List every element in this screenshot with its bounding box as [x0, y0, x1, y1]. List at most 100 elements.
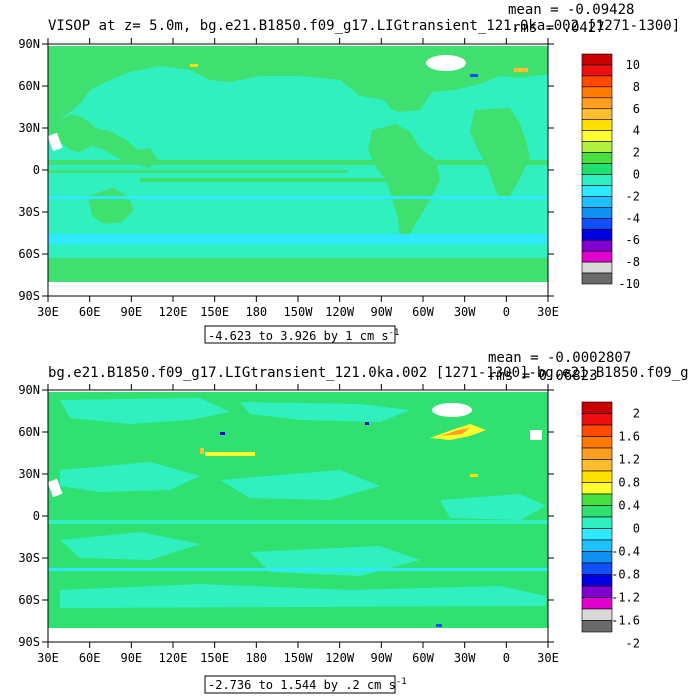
y-tick-label: 90N	[18, 37, 40, 51]
patch	[60, 532, 200, 560]
colorbar-swatch	[581, 424, 613, 437]
y-tick-label: 0	[33, 163, 40, 177]
colorbar-swatch	[581, 528, 613, 541]
x-tick-label: 30W	[454, 305, 476, 319]
x-tick-label: 150W	[284, 305, 314, 319]
colorbar-swatch	[581, 505, 613, 518]
colorbar-label: -1.2	[611, 591, 640, 605]
x-tick-label: 120W	[325, 651, 355, 665]
x-tick-label: 30E	[537, 305, 559, 319]
patch	[60, 584, 546, 608]
map-area	[47, 44, 548, 296]
colorbar-swatch	[581, 447, 613, 460]
y-tick-label: 30N	[18, 467, 40, 481]
colorbar-label: 0	[633, 167, 640, 181]
x-tick-label: 60E	[79, 305, 101, 319]
x-tick-label: 90E	[120, 651, 142, 665]
y-axis: 90N 60N 30N 0 30S 60S 90S	[18, 383, 554, 649]
rms-label: rms = .0427	[512, 20, 605, 36]
colorbar-swatch	[581, 539, 613, 552]
x-tick-label: 0	[503, 651, 510, 665]
colorbar-label: -2	[626, 189, 640, 203]
colorbar-label: 0.4	[618, 499, 640, 513]
colorbar-label: 2	[633, 146, 640, 160]
colorbar-swatch	[581, 620, 613, 633]
colorbar: 2 1.6 1.2 0.8 0.4 0 -0.4 -0.8 -1.2 -1.6 -2	[581, 401, 640, 651]
colorbar-swatch	[581, 108, 613, 121]
range-note: -2.736 to 1.544 by .2 cm s-1	[208, 677, 407, 692]
x-tick-label: 60W	[412, 305, 434, 319]
colorbar-swatch	[581, 130, 613, 142]
greenland-gap	[432, 403, 472, 417]
colorbar-label: -8	[626, 255, 640, 269]
colorbar-label: 4	[633, 124, 640, 138]
y-tick-label: 30S	[18, 551, 40, 565]
land-africa	[470, 108, 530, 200]
colorbar-swatch	[581, 551, 613, 564]
colorbar-swatch	[581, 516, 613, 529]
colorbar-label: -1.6	[611, 614, 640, 628]
patch	[440, 494, 546, 520]
colorbar-label: -0.4	[611, 545, 640, 559]
x-tick-label: 150E	[200, 651, 229, 665]
colorbar-swatch	[581, 152, 613, 164]
colorbar-swatch	[581, 239, 613, 252]
map-area	[47, 390, 548, 642]
patch	[60, 398, 230, 424]
colorbar-label: 1.2	[618, 453, 640, 467]
x-tick-label: 120E	[159, 651, 188, 665]
colorbar-swatch	[581, 174, 613, 186]
x-axis: 30E 60E 90E 120E 150E 180 150W 120W 90W 60W 30W 0 30…	[37, 38, 559, 319]
x-tick-label: 60W	[412, 651, 434, 665]
colorbar-swatch	[581, 585, 613, 598]
colorbar-swatch	[581, 75, 613, 88]
colorbar-swatch	[581, 64, 613, 77]
land-antarctica	[48, 258, 548, 282]
x-tick-label: 30E	[537, 651, 559, 665]
land-asia	[48, 114, 158, 168]
x-tick-label: 180	[245, 651, 267, 665]
colorbar-swatch	[581, 608, 613, 621]
y-tick-label: 60N	[18, 425, 40, 439]
colorbar-label: 0.8	[618, 476, 640, 490]
x-tick-label: 30W	[454, 651, 476, 665]
colorbar-swatch	[581, 459, 613, 472]
rms-label: rms = 0.06823	[488, 368, 598, 384]
y-tick-label: 30N	[18, 121, 40, 135]
colorbar-label: -2	[626, 637, 640, 651]
panel-top: VISOP at z= 5.0m, bg.e21.B1850.f09_g17.L…	[18, 2, 680, 344]
y-tick-label: 30S	[18, 205, 40, 219]
colorbar-label: 1.6	[618, 430, 640, 444]
colorbar-label: 6	[633, 102, 640, 116]
colorbar-swatch	[581, 163, 613, 175]
colorbar-label: -10	[618, 277, 640, 291]
panel-bottom: bg.e21.B1850.f09_g17.LIGtransient_121.0k…	[18, 350, 689, 694]
patch	[60, 462, 200, 492]
colorbar-swatch	[581, 185, 613, 197]
colorbar-swatch	[581, 436, 613, 449]
range-box	[204, 675, 396, 694]
x-tick-label: 90E	[120, 305, 142, 319]
land-eurasia	[48, 46, 548, 124]
x-tick-label: 0	[503, 305, 510, 319]
range-box	[204, 325, 396, 344]
colorbar-swatch	[581, 53, 613, 66]
y-tick-label: 60S	[18, 247, 40, 261]
colorbar-swatch	[581, 97, 613, 110]
x-tick-label: 150E	[200, 305, 229, 319]
colorbar-swatch	[581, 493, 613, 506]
colorbar-swatch	[581, 272, 613, 285]
y-tick-label: 60S	[18, 593, 40, 607]
y-tick-label: 0	[33, 509, 40, 523]
colorbar-swatch	[581, 562, 613, 575]
x-tick-label: 180	[245, 305, 267, 319]
colorbar-swatch	[581, 86, 613, 99]
colorbar-swatch	[581, 250, 613, 263]
x-tick-label: 150W	[284, 651, 314, 665]
colorbar-swatch	[581, 574, 613, 587]
range-note: -4.623 to 3.926 by 1 cm s-1	[208, 328, 399, 343]
colorbar-swatch	[581, 597, 613, 610]
colorbar-label: 0	[633, 522, 640, 536]
y-tick-label: 90S	[18, 289, 40, 303]
